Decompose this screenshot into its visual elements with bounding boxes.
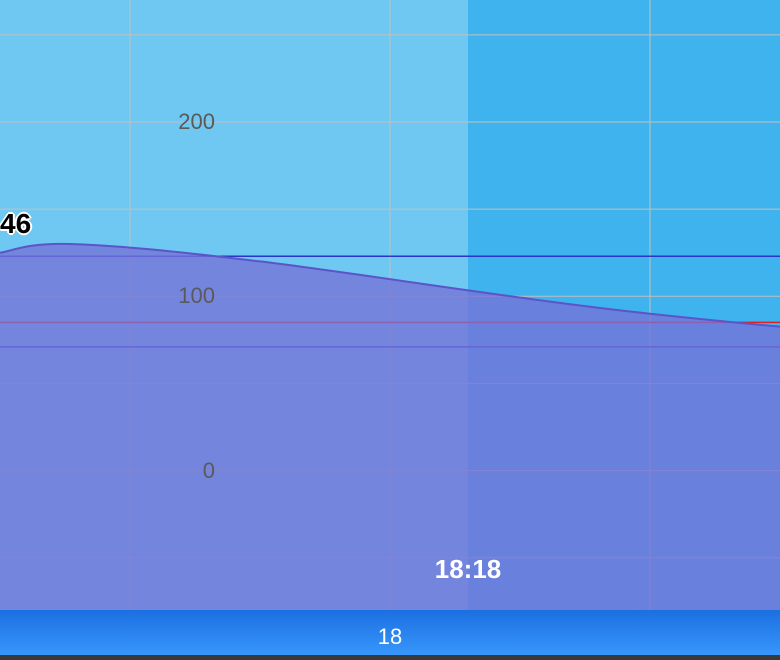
tide-chart-svg: [0, 0, 780, 660]
tide-chart: 20010004622:304:1610:4717:2318:184:5518:…: [0, 0, 780, 660]
